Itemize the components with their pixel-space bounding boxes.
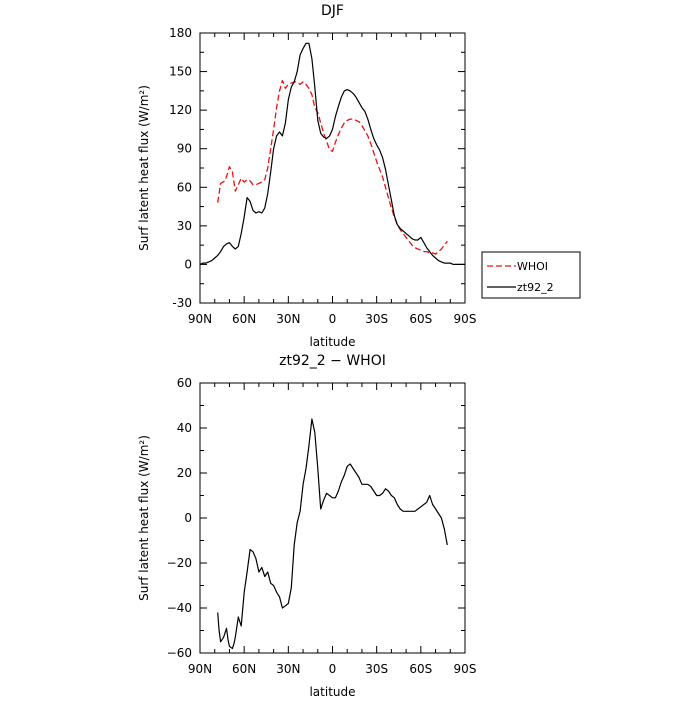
y-tick-label: 20	[177, 466, 192, 480]
chart-title: DJF	[321, 3, 344, 19]
x-tick-label: 0	[329, 312, 337, 326]
y-tick-label: 90	[177, 142, 192, 156]
x-tick-label: 60N	[232, 662, 256, 676]
y-tick-label: −60	[167, 646, 192, 660]
y-tick-label: 0	[184, 511, 192, 525]
series-line-whoi	[217, 79, 448, 255]
x-tick-label: 60S	[409, 662, 432, 676]
chart-panel-1: 90N 60N 30N 0 30S 60S 90S -30 0 30 60 90 120 150 180 DJ…	[137, 3, 581, 349]
y-tick-label: 60	[177, 376, 192, 390]
legend: WHOI zt92_2	[481, 251, 581, 299]
x-tick-label: 90S	[454, 312, 477, 326]
plot-frame	[199, 382, 466, 654]
x-tick-label: 30N	[276, 312, 300, 326]
y-tick-label: 180	[169, 26, 192, 40]
legend-label: WHOI	[517, 260, 548, 273]
chart-title: zt92_2 − WHOI	[279, 353, 386, 369]
x-axis-label: latitude	[309, 685, 355, 699]
y-tick-label: 120	[169, 103, 192, 117]
x-tick-label: 90N	[188, 662, 212, 676]
y-axis-label: Surf latent heat flux (W/m²)	[137, 435, 151, 601]
y-tick-label: −40	[167, 601, 192, 615]
x-tick-label: 30S	[365, 312, 388, 326]
x-tick-label: 30N	[276, 662, 300, 676]
y-tick-label: 60	[177, 180, 192, 194]
x-tick-label: 60N	[232, 312, 256, 326]
chart-panel-2: 90N 60N 30N 0 30S 60S 90S −60 −40 −20 0 20 40 60 zt92_…	[137, 353, 476, 699]
y-tick-label: 40	[177, 421, 192, 435]
y-tick-label: -30	[172, 296, 192, 310]
legend-label: zt92_2	[517, 281, 554, 294]
x-axis-label: latitude	[309, 335, 355, 349]
plot-frame	[199, 32, 466, 304]
x-tick-label: 90N	[188, 312, 212, 326]
x-tick-label: 30S	[365, 662, 388, 676]
series-line-zt92-2	[199, 42, 465, 265]
y-tick-label: 30	[177, 219, 192, 233]
x-tick-label: 60S	[409, 312, 432, 326]
y-tick-label: −20	[167, 556, 192, 570]
y-tick-label: 150	[169, 65, 192, 79]
legend-box	[481, 251, 581, 299]
x-tick-label: 90S	[454, 662, 477, 676]
y-axis-label: Surf latent heat flux (W/m²)	[137, 85, 151, 251]
x-tick-label: 0	[329, 662, 337, 676]
series-line-difference	[217, 418, 448, 650]
y-tick-label: 0	[184, 257, 192, 271]
